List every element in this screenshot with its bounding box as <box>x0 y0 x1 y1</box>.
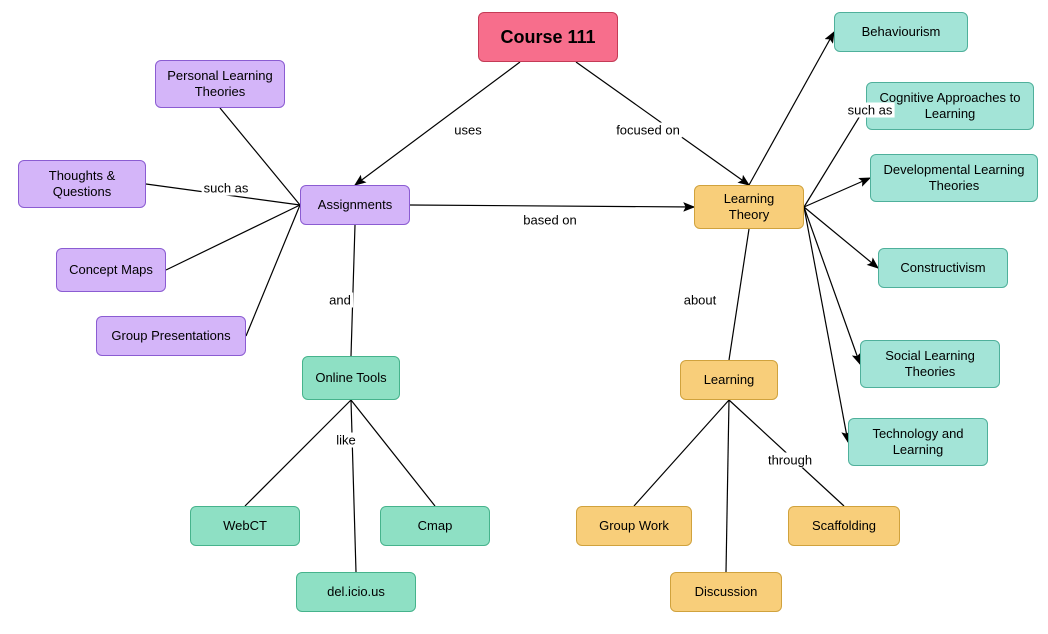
node-assignments: Assignments <box>300 185 410 225</box>
edge-learningtheory-techlearning <box>804 207 848 442</box>
edge-learningtheory-cognitive <box>804 106 866 207</box>
node-behaviourism: Behaviourism <box>834 12 968 52</box>
edge-label-5: like <box>334 433 358 448</box>
edge-learning-groupwork <box>634 400 729 506</box>
edge-label-7: through <box>766 453 814 468</box>
edge-learningtheory-behaviourism <box>749 32 834 185</box>
node-learning: Learning <box>680 360 778 400</box>
node-scaffolding: Scaffolding <box>788 506 900 546</box>
node-sociallearning: Social Learning Theories <box>860 340 1000 388</box>
node-cmap: Cmap <box>380 506 490 546</box>
edge-label-2: such as <box>202 181 251 196</box>
node-constructivism: Constructivism <box>878 248 1008 288</box>
edge-label-3: based on <box>521 213 579 228</box>
node-personal: Personal Learning Theories <box>155 60 285 108</box>
edge-course-assignments <box>355 62 520 185</box>
node-delicious: del.icio.us <box>296 572 416 612</box>
edge-learning-discussion <box>726 400 729 572</box>
edge-onlinetools-webct <box>245 400 351 506</box>
edge-onlinetools-cmap <box>351 400 435 506</box>
node-thoughts: Thoughts & Questions <box>18 160 146 208</box>
node-groupwork: Group Work <box>576 506 692 546</box>
node-course: Course 111 <box>478 12 618 62</box>
edge-onlinetools-delicious <box>351 400 356 572</box>
node-techlearning: Technology and Learning <box>848 418 988 466</box>
node-onlinetools: Online Tools <box>302 356 400 400</box>
node-learningtheory: Learning Theory <box>694 185 804 229</box>
edge-assignments-learningtheory <box>410 205 694 207</box>
edge-assignments-onlinetools <box>351 225 355 356</box>
edge-learningtheory-developmental <box>804 178 870 207</box>
edge-assignments-conceptmaps <box>166 205 300 270</box>
node-conceptmaps: Concept Maps <box>56 248 166 292</box>
edge-learningtheory-learning <box>729 229 749 360</box>
edge-label-6: about <box>682 293 719 308</box>
edge-label-0: uses <box>452 123 483 138</box>
node-grouppres: Group Presentations <box>96 316 246 356</box>
edge-label-8: such as <box>846 103 895 118</box>
edge-label-1: focused on <box>614 123 682 138</box>
node-discussion: Discussion <box>670 572 782 612</box>
node-webct: WebCT <box>190 506 300 546</box>
concept-map: Course 111 Assignments Personal Learning T… <box>0 0 1048 634</box>
node-developmental: Developmental Learning Theories <box>870 154 1038 202</box>
edge-label-4: and <box>327 293 353 308</box>
edge-assignments-grouppres <box>246 205 300 336</box>
